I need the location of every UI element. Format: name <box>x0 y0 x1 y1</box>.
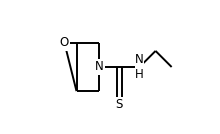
Text: S: S <box>116 98 123 111</box>
Text: O: O <box>60 36 69 49</box>
Text: H: H <box>135 68 144 81</box>
Text: N: N <box>95 60 104 74</box>
Text: N: N <box>135 53 144 66</box>
